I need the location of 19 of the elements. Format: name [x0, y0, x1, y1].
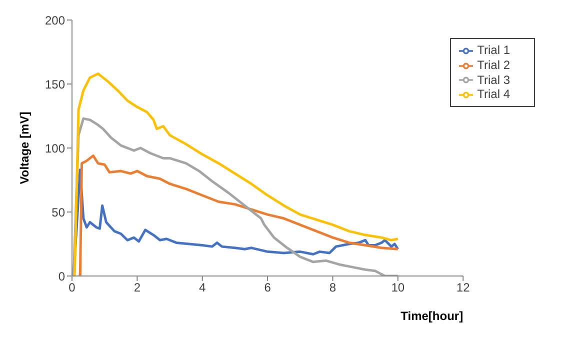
- legend-label: Trial 4: [477, 87, 510, 102]
- y-tick-label: 50: [52, 205, 66, 220]
- legend-label: Trial 3: [477, 72, 510, 87]
- y-tick-label: 200: [44, 13, 66, 28]
- x-tick-label: 6: [264, 280, 272, 295]
- legend-label: Trial 2: [477, 58, 510, 72]
- x-tick-label: 12: [456, 280, 470, 295]
- x-tick-label: 10: [391, 280, 405, 295]
- x-axis-title: Time[hour]: [400, 309, 464, 323]
- x-tick-label: 2: [134, 280, 141, 295]
- y-tick-label: 0: [58, 269, 66, 284]
- y-axis-title: Voltage [mV]: [17, 112, 32, 184]
- x-tick-label: 8: [329, 280, 336, 295]
- y-tick-label: 100: [44, 141, 66, 156]
- line-series: [73, 72, 400, 276]
- y-tick-label: 150: [44, 77, 66, 92]
- legend-label: Trial 1: [477, 43, 510, 57]
- x-tick-label: 0: [68, 280, 76, 295]
- x-tick-label: 4: [199, 280, 206, 295]
